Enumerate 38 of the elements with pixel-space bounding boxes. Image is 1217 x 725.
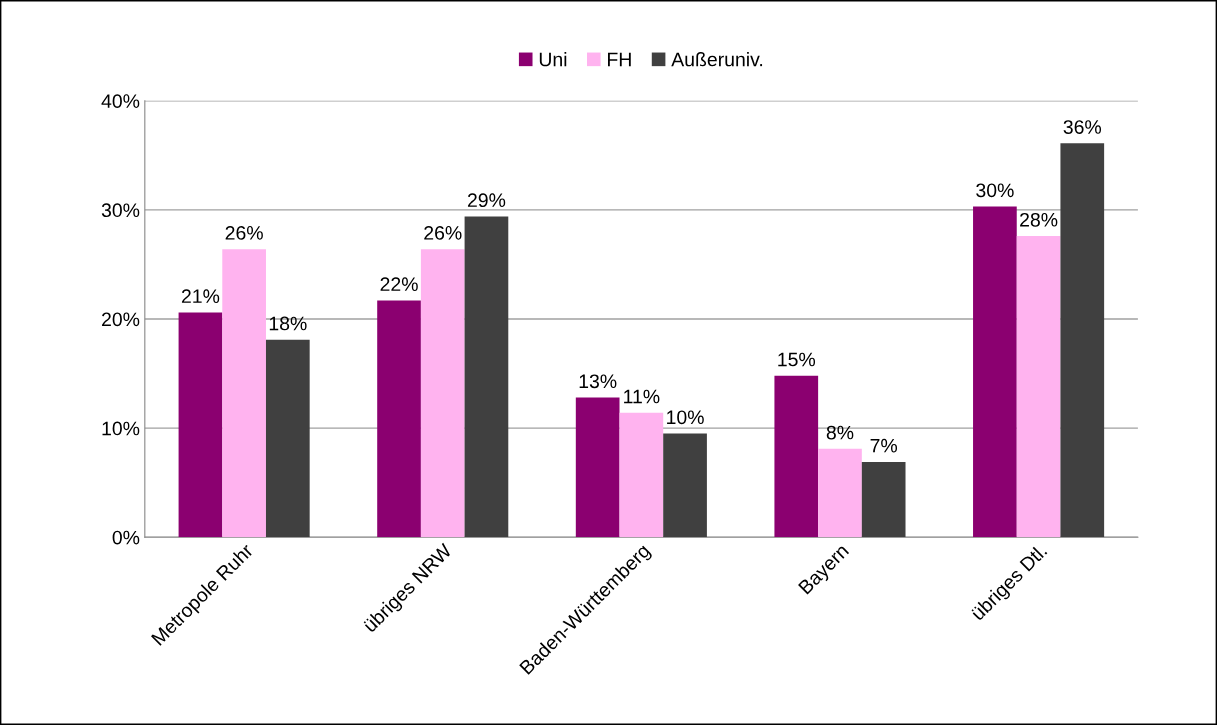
y-tick-label: 10% [102, 421, 140, 436]
bar [663, 433, 707, 538]
data-label: 7% [870, 438, 898, 453]
data-label: 8% [826, 425, 854, 440]
y-tick-label: 20% [102, 312, 140, 327]
bar [420, 249, 465, 538]
data-label: 21% [181, 289, 220, 303]
bar [1060, 143, 1105, 538]
bar [575, 397, 620, 538]
data-label: 10% [667, 410, 704, 425]
legend-label: FH [608, 52, 631, 67]
data-label: 26% [424, 226, 462, 240]
data-label: 18% [269, 316, 307, 331]
y-tick-label: 30% [101, 203, 140, 218]
bar [818, 448, 862, 538]
bar [377, 300, 421, 538]
bar [1016, 236, 1061, 538]
data-label: 15% [778, 352, 816, 367]
data-label: 11% [624, 389, 660, 404]
data-label: 30% [976, 183, 1014, 198]
bar [464, 216, 509, 538]
data-label: 29% [467, 193, 506, 208]
data-label: 26% [225, 226, 263, 240]
bar [222, 249, 266, 538]
data-label: 28% [1020, 212, 1058, 227]
data-label: 36% [1063, 120, 1102, 134]
y-tick-label: 0% [112, 530, 140, 545]
bar [973, 206, 1017, 538]
bar [619, 412, 664, 538]
bar [265, 339, 310, 538]
legend-label: Außeruniv. [671, 52, 763, 67]
data-label: 22% [380, 277, 418, 291]
bar [178, 312, 223, 538]
y-tick-label: 40% [101, 94, 140, 109]
bar [861, 461, 906, 538]
data-label: 13% [579, 374, 617, 389]
bar [774, 375, 819, 538]
legend-label: Uni [539, 52, 567, 67]
